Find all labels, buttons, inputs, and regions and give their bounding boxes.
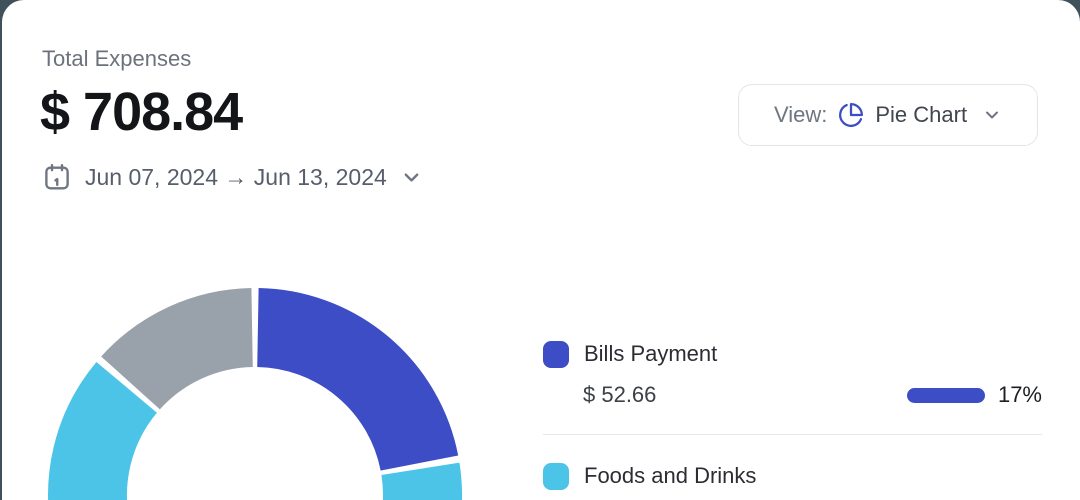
legend-item-bills-payment: Bills Payment <box>543 340 1042 368</box>
bills-payment-value: $ 52.66 <box>583 382 657 407</box>
legend-item-foods-and-drinks: Foods and Drinks <box>543 461 1042 491</box>
donut-segment-gray[interactable] <box>101 288 254 411</box>
calendar-icon <box>42 162 72 192</box>
pie-chart-icon <box>838 102 864 128</box>
bills-payment-percent-bar <box>906 387 985 403</box>
total-expenses-label: Total Expenses <box>42 46 192 71</box>
donut-chart <box>48 288 462 500</box>
total-amount: $ 708.84 <box>40 82 243 142</box>
bills-payment-percent-group: 17% <box>906 382 1042 408</box>
chevron-down-icon <box>400 166 423 189</box>
chevron-down-icon <box>982 105 1002 125</box>
bills-payment-detail: $ 52.66 17% <box>583 381 1042 409</box>
bills-payment-swatch <box>543 340 569 368</box>
legend-divider <box>543 434 1042 435</box>
legend-label: Foods and Drinks <box>584 463 757 488</box>
legend: Bills Payment $ 52.66 17% Foods and Drin… <box>543 0 1042 500</box>
view-value: Pie Chart <box>875 102 968 127</box>
view-label: View: <box>773 102 828 127</box>
foods-and-drinks-swatch <box>543 462 569 490</box>
date-range-text: Jun 07, 2024 → Jun 13, 2024 <box>85 163 387 190</box>
date-range-selector[interactable]: Jun 07, 2024 → Jun 13, 2024 <box>42 160 423 194</box>
bills-payment-percent: 17% <box>997 382 1042 407</box>
view-selector[interactable]: View: Pie Chart <box>738 84 1038 146</box>
donut-segment-foods-and-drinks[interactable] <box>48 362 462 500</box>
legend-label: Bills Payment <box>584 341 718 366</box>
donut-segment-bills-payment[interactable] <box>256 288 459 472</box>
